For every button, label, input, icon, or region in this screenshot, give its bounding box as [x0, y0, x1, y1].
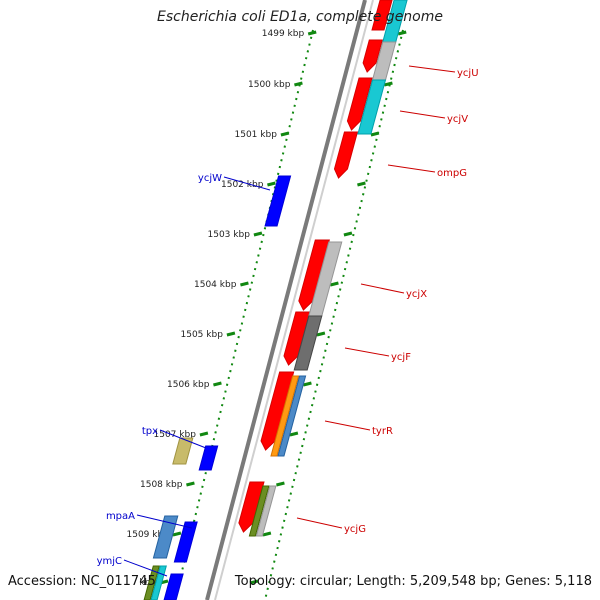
gene-label-mpaA: mpaA — [106, 511, 135, 522]
label-leader-tpx — [159, 429, 207, 449]
ruler-tick-label: 1507 kbp — [154, 430, 197, 440]
cds-segment-top — [371, 0, 393, 31]
cds-mpaA — [173, 521, 198, 563]
topology-info: Topology: circular; Length: 5,209,548 bp… — [234, 574, 592, 589]
label-leader-ycjU — [408, 65, 456, 73]
ruler-tick-right — [289, 431, 299, 437]
category-tyrR-a — [270, 375, 300, 457]
genome-title: Escherichia coli ED1a, complete genome — [157, 9, 443, 25]
backbone-inner — [214, 0, 374, 600]
ruler-tick-left — [294, 81, 303, 87]
ruler-tick-label: 1504 kbp — [194, 280, 237, 290]
category-ycjV — [357, 79, 387, 135]
ruler-tick-label: 1506 kbp — [167, 380, 210, 390]
cds-ycjU — [362, 39, 383, 73]
cds-ycjX — [298, 239, 330, 311]
label-leader-ycjG — [296, 517, 343, 529]
label-leader-ycjX — [360, 283, 405, 294]
ruler-tick-left — [226, 331, 236, 337]
cds-ompG — [333, 131, 359, 179]
label-leader-ycjW — [223, 176, 271, 191]
ruler-tick-left — [267, 181, 276, 187]
cds-ycjG — [238, 481, 265, 533]
ruler-tick-right — [303, 381, 312, 387]
accession-text: Accession: NC_011745 — [8, 574, 156, 589]
gene-label-ycjU: ycjU — [457, 68, 479, 79]
ruler-tick-right — [262, 531, 272, 537]
ruler-tick-right — [276, 481, 285, 487]
category-tyrR-b — [277, 375, 307, 457]
ruler-tick-right — [316, 331, 326, 337]
ruler-tick-label: 1499 kbp — [262, 29, 305, 39]
gene-label-ompG: ompG — [437, 168, 467, 179]
gene-label-tpx: tpx — [142, 426, 158, 437]
cds-ycjF — [283, 311, 311, 366]
ruler-tick-label: 1500 kbp — [248, 80, 291, 90]
ruler-tick-label: kbp — [139, 578, 156, 588]
ruler-tick-right — [357, 181, 366, 187]
ruler-tick-right — [249, 579, 259, 585]
ruler-tick-left — [253, 231, 263, 237]
gene-label-ymjC: ymjC — [97, 556, 122, 567]
label-leader-mpaA — [136, 514, 193, 529]
ruler-tick-label: 1503 kbp — [208, 230, 251, 240]
ruler-tick-left — [186, 481, 195, 487]
ruler-tick-label: 1501 kbp — [235, 130, 278, 140]
ruler-tick-label: 1509 kbp — [127, 530, 170, 540]
cds-ymjC — [163, 573, 184, 600]
cds-ycjW — [264, 175, 292, 227]
category-ymjC-a — [143, 565, 160, 600]
ruler-tick-left — [240, 281, 249, 287]
gene-label-ycjG: ycjG — [344, 524, 366, 535]
category-mpaA — [152, 515, 179, 559]
label-leader-ycjV — [399, 110, 446, 119]
ruler-tick-label: 1502 kbp — [221, 180, 264, 190]
category-ycjG-b — [255, 485, 277, 537]
cds-tyrR — [260, 371, 295, 451]
gene-label-tyrR: tyrR — [372, 426, 393, 437]
gene-label-ycjW: ycjW — [198, 173, 222, 184]
gene-label-ycjX: ycjX — [406, 289, 427, 300]
ruler-tick-left — [307, 30, 317, 36]
ruler-tick-left — [280, 131, 290, 137]
ruler-tick-left — [213, 381, 222, 387]
category-tpx — [172, 437, 194, 465]
cds-ycjV — [346, 77, 373, 131]
ruler-tick-left — [172, 531, 182, 537]
category-ycjG-a — [248, 485, 270, 537]
backbone-outer — [205, 0, 367, 600]
cds-tpx — [198, 445, 219, 471]
label-leader-tyrR — [324, 420, 371, 431]
ruler-tick-right — [330, 281, 339, 287]
gene-label-ycjF: ycjF — [391, 352, 411, 363]
label-leader-ymjC — [123, 559, 168, 577]
ruler-tick-label: 1508 kbp — [140, 480, 183, 490]
gene-label-ycjV: ycjV — [447, 114, 468, 125]
ruler-tick-label: 1505 kbp — [181, 330, 224, 340]
label-leader-ompG — [387, 164, 436, 173]
ruler-tick-right — [384, 81, 393, 87]
ruler-tick-right — [370, 131, 380, 137]
category-ycjF — [293, 315, 323, 371]
ruler-tick-right — [397, 30, 407, 36]
ruler-tick-left — [199, 431, 209, 437]
label-leader-ycjF — [344, 347, 390, 357]
ruler-tick-right — [343, 231, 353, 237]
